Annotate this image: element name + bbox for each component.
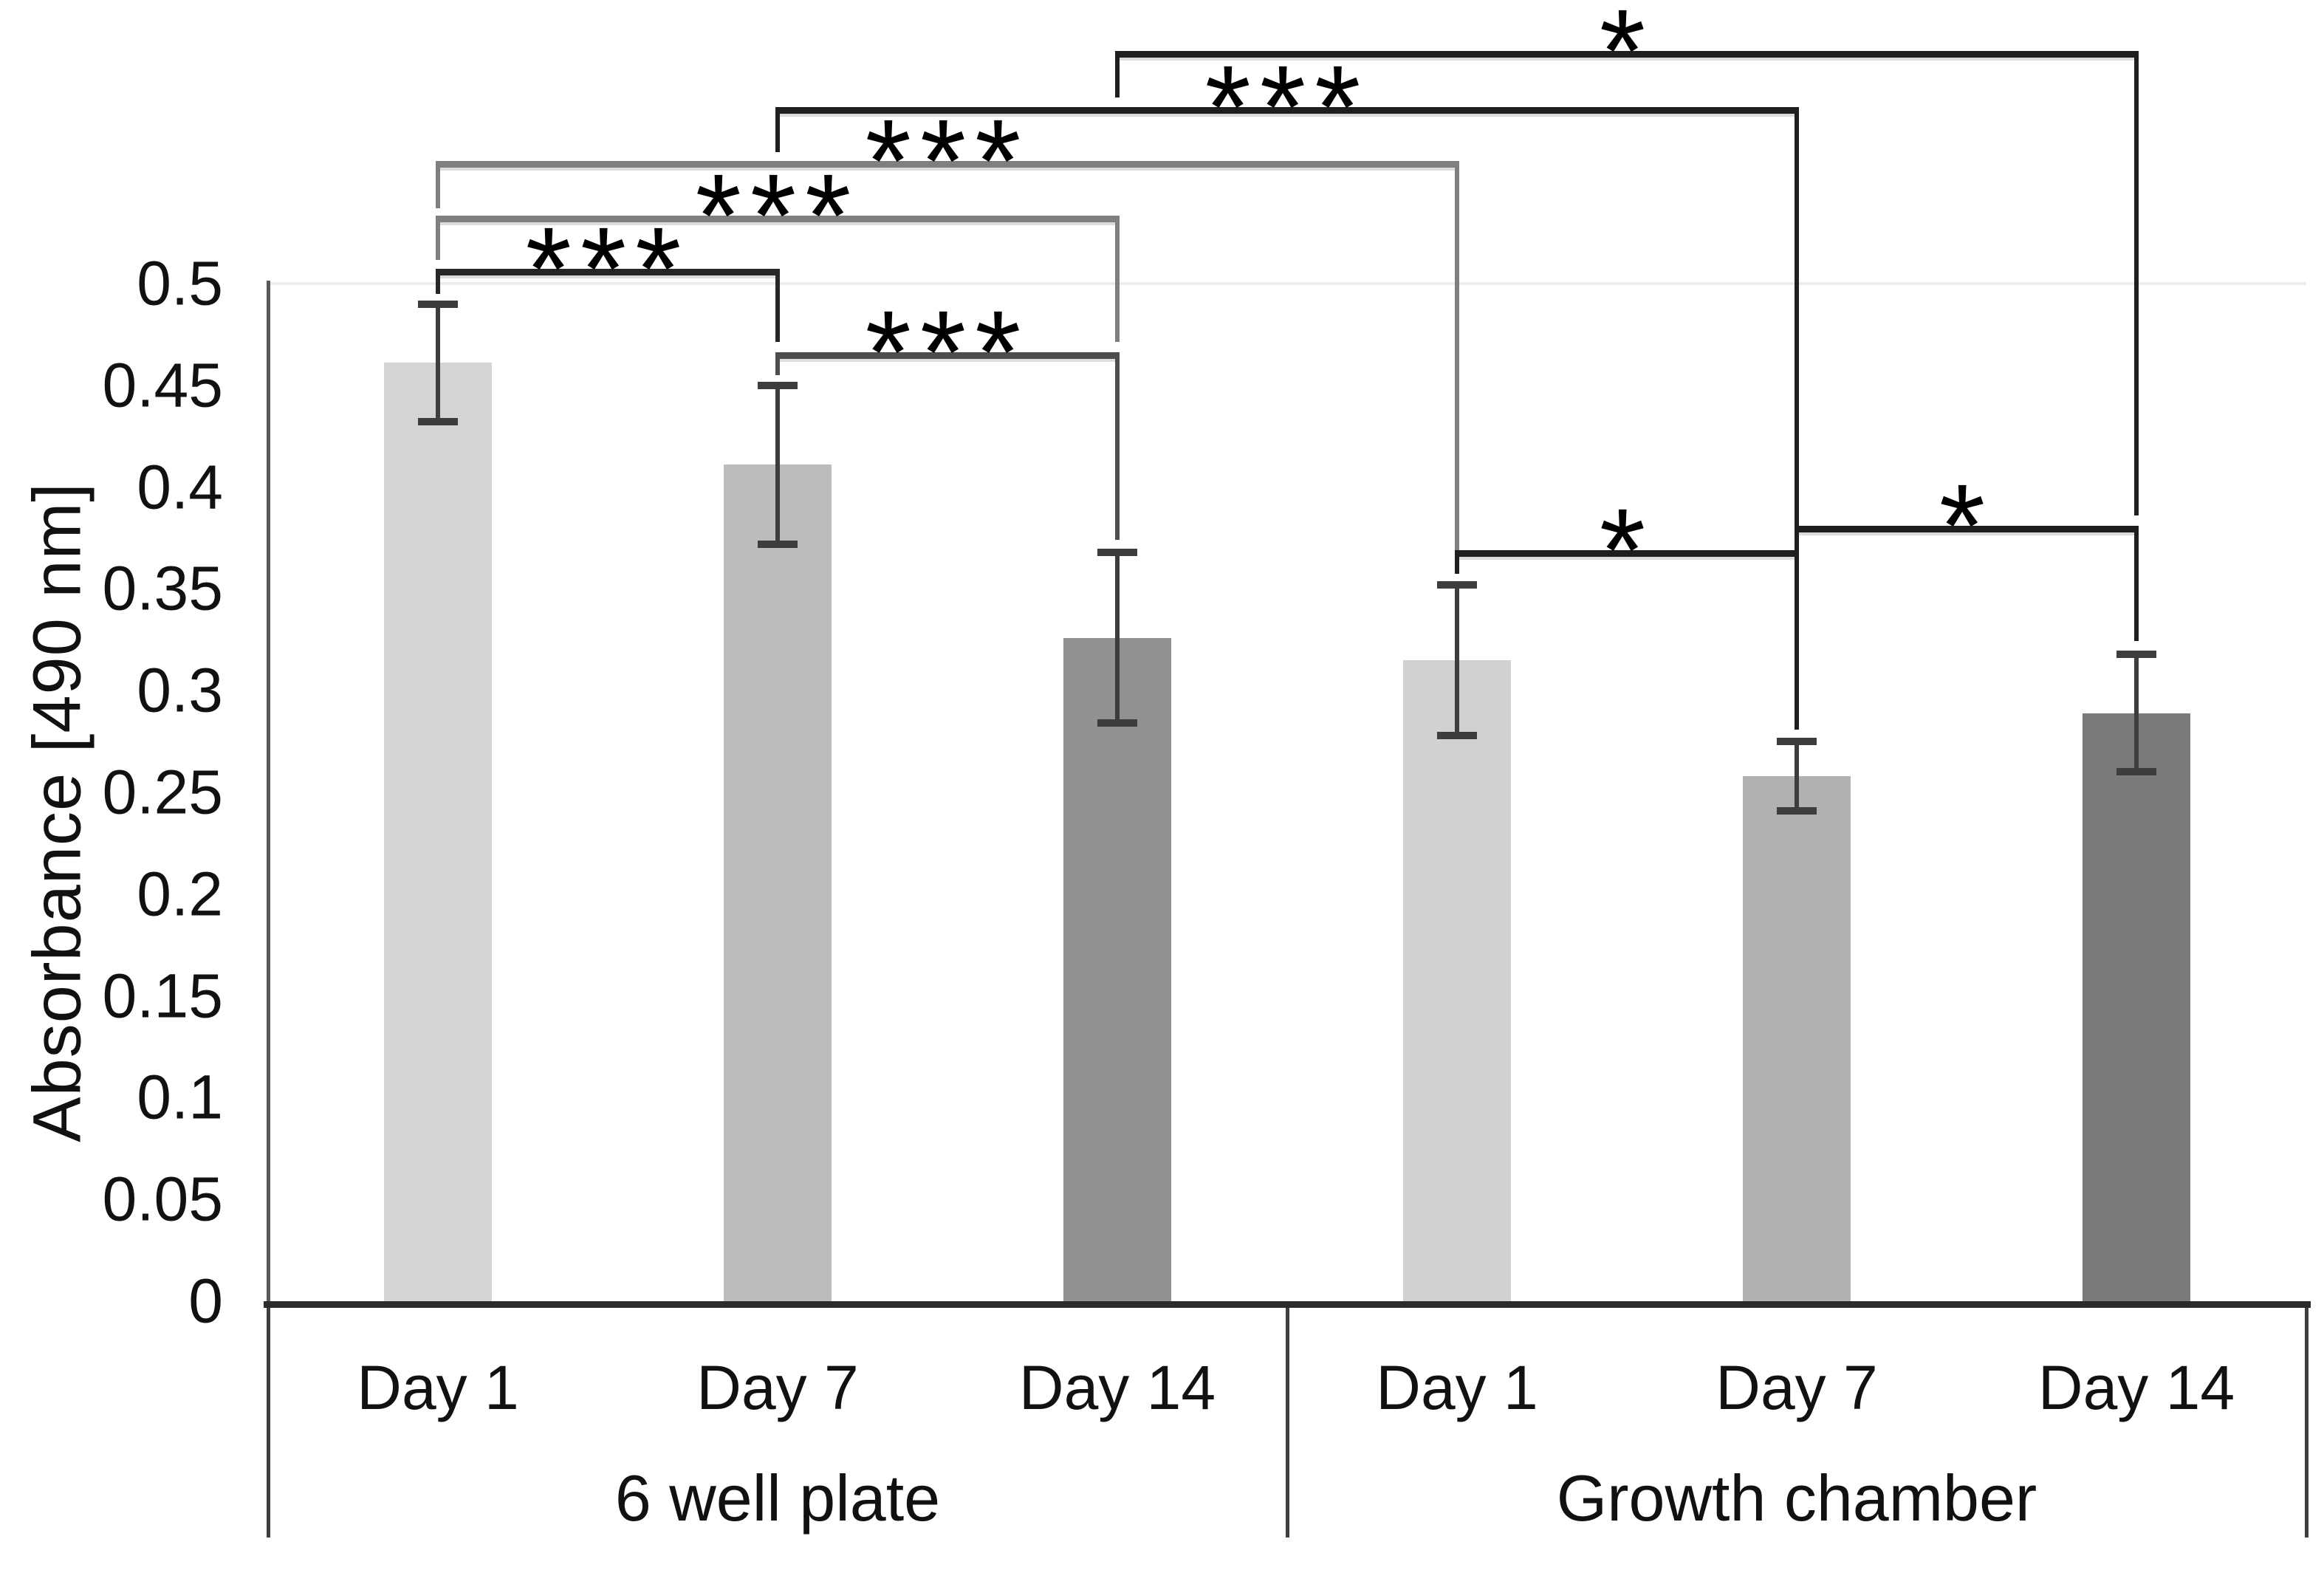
significance-bracket-drop-right (1455, 168, 1459, 572)
error-bar-cap-bottom (758, 540, 798, 548)
error-bar-cap-top (1097, 548, 1137, 556)
significance-bracket-drop-right (1795, 557, 1799, 730)
error-bar-cap-bottom (1437, 731, 1477, 739)
bar (1743, 775, 1851, 1301)
day-tick-label: Day 14 (1018, 1353, 1216, 1422)
error-bar-line (2134, 654, 2139, 772)
significance-bracket-line (775, 107, 1799, 114)
error-bar-cap-bottom (1097, 719, 1137, 727)
significance-bracket-line (775, 352, 1120, 359)
significance-stars: *** (1204, 41, 1370, 173)
error-bar-line (1455, 584, 1459, 736)
group-label: 6 well plate (614, 1461, 941, 1535)
significance-bracket-line (436, 161, 1459, 168)
y-tick-label: 0.05 (102, 1164, 224, 1234)
significance-bracket-drop-left (1795, 532, 1799, 554)
significance-bracket-line (436, 216, 1120, 222)
y-axis-line (267, 281, 270, 1304)
error-bar-line (1795, 741, 1799, 811)
significance-bracket-drop-left (775, 114, 780, 152)
significance-stars: * (1599, 0, 1655, 117)
bar (1403, 659, 1511, 1301)
category-divider (267, 1308, 270, 1538)
error-bar-cap-top (758, 381, 798, 389)
error-bar-cap-top (418, 300, 458, 308)
significance-bracket-drop-right (1115, 222, 1120, 342)
error-bar-cap-top (1777, 738, 1817, 746)
significance-bracket-drop-right (775, 275, 780, 342)
y-tick-label: 0.15 (102, 961, 224, 1031)
significance-bracket-drop-right (2134, 58, 2139, 515)
bar (2083, 713, 2190, 1301)
significance-bracket-shadow (775, 114, 1799, 117)
significance-stars: *** (865, 95, 1030, 227)
error-bar-line (775, 385, 780, 544)
significance-bracket-drop-right (1115, 359, 1120, 540)
group-label: Growth chamber (1556, 1461, 2037, 1535)
significance-bracket-line (1115, 51, 2139, 58)
y-tick-label: 0.3 (137, 655, 223, 725)
x-axis-line (264, 1301, 2311, 1308)
significance-stars: *** (865, 286, 1030, 418)
y-tick-label: 0.1 (137, 1062, 223, 1132)
category-divider (2305, 1308, 2308, 1538)
bar (384, 363, 492, 1301)
significance-stars: *** (525, 202, 690, 335)
error-bar-cap-top (2116, 650, 2156, 658)
significance-bracket-drop-left (775, 359, 780, 375)
day-tick-label: Day 1 (357, 1353, 519, 1422)
significance-bracket-line (436, 269, 780, 275)
significance-stars: * (1939, 459, 1995, 592)
significance-bracket-shadow (775, 359, 1120, 362)
significance-bracket-shadow (1795, 532, 2139, 535)
error-bar-cap-bottom (2116, 768, 2156, 776)
plot-top-border (268, 282, 2306, 285)
day-tick-label: Day 14 (2037, 1353, 2235, 1422)
day-tick-label: Day 7 (696, 1353, 859, 1422)
significance-bracket-line (1455, 550, 1799, 557)
significance-stars: * (1599, 484, 1655, 616)
error-bar-cap-bottom (418, 418, 458, 426)
y-tick-label: 0 (188, 1266, 223, 1336)
error-bar-line (1115, 552, 1120, 724)
day-tick-label: Day 7 (1715, 1353, 1878, 1422)
significance-bracket-shadow (436, 275, 780, 278)
y-tick-label: 0.35 (102, 553, 224, 623)
category-divider (1286, 1308, 1289, 1538)
significance-bracket-drop-right (2134, 532, 2139, 641)
day-tick-label: Day 1 (1376, 1353, 1538, 1422)
y-tick-label: 0.25 (102, 757, 224, 827)
significance-bracket-drop-left (436, 222, 440, 260)
y-tick-label: 0.2 (137, 859, 223, 929)
significance-bracket-drop-left (436, 275, 440, 294)
significance-bracket-drop-left (436, 168, 440, 208)
error-bar-cap-top (1437, 580, 1477, 589)
significance-stars: *** (695, 149, 860, 281)
y-tick-label: 0.4 (137, 452, 223, 522)
significance-bracket-shadow (1455, 557, 1799, 560)
significance-bracket-drop-left (1455, 557, 1459, 574)
bar (724, 465, 832, 1301)
y-tick-label: 0.45 (102, 350, 224, 420)
significance-bracket-shadow (1115, 58, 2139, 61)
bar (1063, 637, 1171, 1301)
error-bar-cap-bottom (1777, 806, 1817, 815)
significance-bracket-drop-left (1115, 58, 1120, 97)
significance-bracket-shadow (436, 168, 1459, 171)
significance-bracket-drop-right (1795, 114, 1799, 730)
error-bar-line (436, 304, 440, 422)
y-tick-label: 0.5 (137, 248, 223, 318)
significance-bracket-line (1795, 526, 2139, 532)
significance-bracket-shadow (436, 222, 1120, 225)
